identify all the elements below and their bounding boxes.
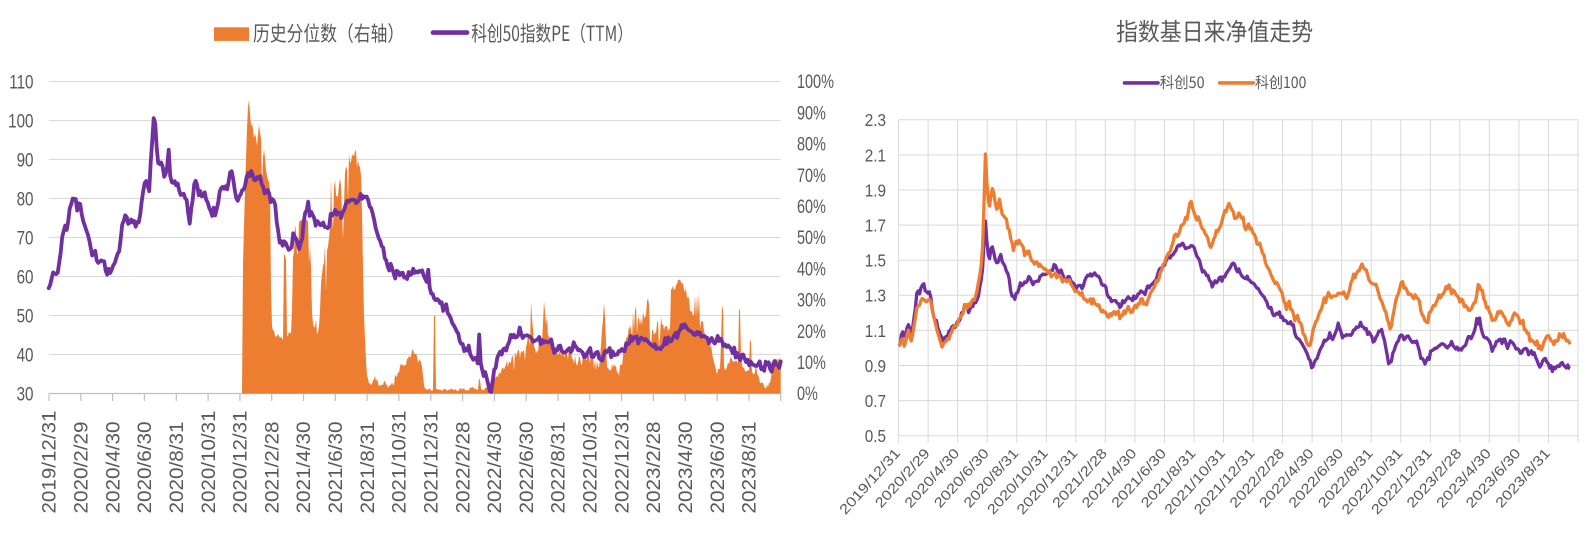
svg-text:60%: 60% xyxy=(797,196,826,217)
svg-text:2022/12/31: 2022/12/31 xyxy=(612,411,633,514)
svg-text:2022/10/31: 2022/10/31 xyxy=(581,411,602,514)
svg-text:2020/6/30: 2020/6/30 xyxy=(135,422,156,514)
svg-text:1.9: 1.9 xyxy=(865,180,886,200)
svg-text:2021/4/30: 2021/4/30 xyxy=(294,422,315,514)
svg-text:1.1: 1.1 xyxy=(865,321,886,341)
svg-text:70%: 70% xyxy=(797,165,826,186)
svg-text:2023/6/30: 2023/6/30 xyxy=(708,422,729,514)
svg-text:50%: 50% xyxy=(797,227,826,248)
svg-text:100: 100 xyxy=(8,110,33,132)
svg-text:10%: 10% xyxy=(797,352,826,373)
svg-text:2023/2/28: 2023/2/28 xyxy=(644,422,665,514)
svg-text:80: 80 xyxy=(17,188,34,210)
svg-text:2020/12/31: 2020/12/31 xyxy=(231,411,252,514)
svg-text:2021/12/31: 2021/12/31 xyxy=(422,411,443,514)
svg-text:2021/2/28: 2021/2/28 xyxy=(262,422,283,514)
svg-text:40%: 40% xyxy=(797,259,826,280)
svg-text:2023/4/30: 2023/4/30 xyxy=(676,422,697,514)
svg-text:0.7: 0.7 xyxy=(865,391,886,411)
svg-text:90: 90 xyxy=(17,149,34,171)
svg-text:30: 30 xyxy=(17,383,34,405)
svg-text:2020/2/29: 2020/2/29 xyxy=(72,422,93,514)
svg-text:2.1: 2.1 xyxy=(865,145,886,165)
svg-text:1.5: 1.5 xyxy=(865,250,886,270)
svg-text:60: 60 xyxy=(17,266,34,288)
svg-text:70: 70 xyxy=(17,227,34,249)
svg-text:2022/4/30: 2022/4/30 xyxy=(485,421,506,513)
svg-text:2022/6/30: 2022/6/30 xyxy=(517,422,538,514)
svg-text:40: 40 xyxy=(17,344,34,366)
svg-text:90%: 90% xyxy=(797,103,826,124)
svg-text:0.9: 0.9 xyxy=(865,356,886,376)
svg-text:2020/8/31: 2020/8/31 xyxy=(167,422,188,514)
svg-text:110: 110 xyxy=(9,71,33,93)
svg-text:2020/4/30: 2020/4/30 xyxy=(103,422,124,514)
svg-text:30%: 30% xyxy=(797,290,826,311)
svg-text:1.7: 1.7 xyxy=(865,215,886,235)
svg-text:0.5: 0.5 xyxy=(865,426,886,446)
svg-text:2020/10/31: 2020/10/31 xyxy=(199,411,220,514)
svg-text:0%: 0% xyxy=(797,383,818,404)
svg-text:1.3: 1.3 xyxy=(865,286,886,306)
svg-text:50: 50 xyxy=(17,305,34,327)
svg-text:2022/8/31: 2022/8/31 xyxy=(549,422,570,514)
svg-text:2.3: 2.3 xyxy=(865,110,886,130)
svg-text:2021/8/31: 2021/8/31 xyxy=(358,422,379,514)
svg-text:2022/2/28: 2022/2/28 xyxy=(453,422,474,514)
svg-text:20%: 20% xyxy=(797,321,826,342)
svg-text:2019/12/31: 2019/12/31 xyxy=(40,411,61,514)
svg-text:2023/8/31: 2023/8/31 xyxy=(740,422,761,514)
svg-text:2021/6/30: 2021/6/30 xyxy=(326,422,347,514)
svg-text:80%: 80% xyxy=(797,134,826,155)
svg-text:100%: 100% xyxy=(797,71,834,92)
svg-text:2021/10/31: 2021/10/31 xyxy=(390,411,411,514)
